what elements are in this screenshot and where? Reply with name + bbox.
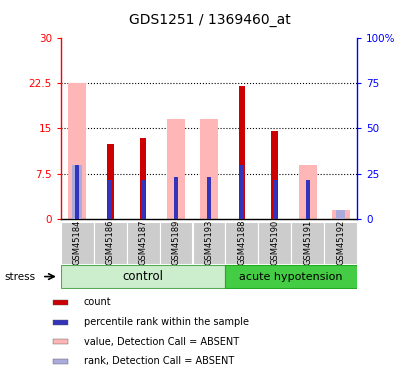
Bar [75, 165, 79, 219]
Bar [167, 119, 185, 219]
Text: stress: stress [4, 272, 35, 282]
Bar [258, 222, 291, 264]
Bar [61, 265, 226, 288]
Text: GSM45186: GSM45186 [106, 219, 115, 265]
Text: GSM45187: GSM45187 [139, 219, 148, 265]
Text: GSM45192: GSM45192 [336, 219, 345, 265]
Bar [53, 359, 68, 364]
Text: GSM45190: GSM45190 [270, 219, 279, 265]
Bar [306, 180, 310, 219]
Bar [200, 119, 218, 219]
Bar [53, 339, 68, 344]
Bar [53, 320, 68, 324]
Bar [141, 180, 145, 219]
Text: percentile rank within the sample: percentile rank within the sample [84, 317, 249, 327]
Bar [53, 300, 68, 305]
Bar [299, 165, 317, 219]
Bar [273, 180, 277, 219]
Text: GSM45184: GSM45184 [73, 219, 82, 265]
Bar [240, 165, 244, 219]
Text: GSM45189: GSM45189 [171, 219, 181, 265]
Bar [61, 222, 94, 264]
Bar [108, 180, 112, 219]
Text: count: count [84, 297, 111, 307]
Text: GSM45188: GSM45188 [237, 219, 247, 265]
Bar [107, 144, 113, 219]
Bar [127, 222, 160, 264]
Bar [174, 177, 178, 219]
Text: control: control [123, 270, 164, 283]
Text: acute hypotension: acute hypotension [239, 272, 343, 282]
Bar [226, 222, 258, 264]
Bar [94, 222, 127, 264]
Text: GSM45193: GSM45193 [205, 219, 213, 265]
Bar [331, 210, 349, 219]
Bar [324, 222, 357, 264]
Text: GSM45191: GSM45191 [303, 219, 312, 265]
Text: value, Detection Call = ABSENT: value, Detection Call = ABSENT [84, 337, 239, 347]
Bar [336, 210, 346, 219]
Bar [239, 86, 245, 219]
Bar [72, 165, 82, 219]
Bar [68, 83, 87, 219]
Bar [271, 132, 278, 219]
Text: rank, Detection Call = ABSENT: rank, Detection Call = ABSENT [84, 356, 234, 366]
Bar [207, 177, 211, 219]
Bar [140, 138, 147, 219]
Bar [160, 222, 192, 264]
Bar [192, 222, 226, 264]
Bar [291, 222, 324, 264]
Text: GDS1251 / 1369460_at: GDS1251 / 1369460_at [129, 13, 291, 27]
Bar [226, 265, 357, 288]
